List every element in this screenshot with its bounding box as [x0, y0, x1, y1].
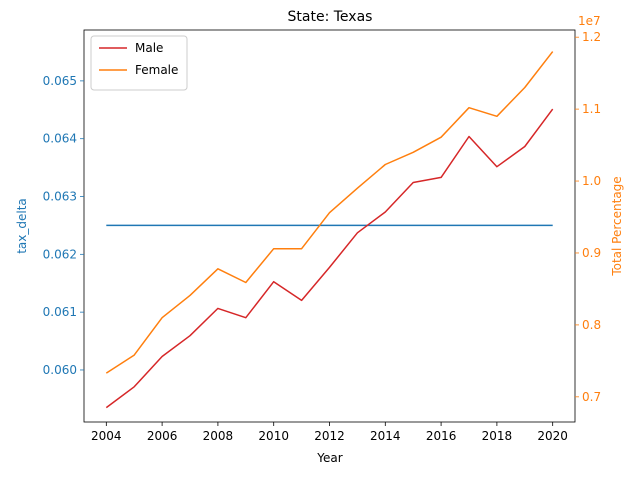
x-tick-label: 2014	[370, 429, 401, 443]
x-tick-label: 2008	[203, 429, 234, 443]
legend-label-female: Female	[135, 63, 178, 77]
left-y-tick-label: 0.064	[43, 132, 77, 146]
right-axis-offset-text: 1e7	[578, 14, 601, 28]
right-axis-label: Total Percentage	[610, 176, 624, 276]
left-axis-label: tax_delta	[15, 198, 29, 254]
right-y-tick-label: 0.7	[582, 390, 601, 404]
right-y-tick-label: 1.0	[582, 174, 601, 188]
plot-area: 2004 2006 2008 2010 2012 2014 2016 2018 2020 0.06…	[43, 29, 601, 443]
right-y-tick-label: 1.1	[582, 102, 601, 116]
left-y-tick-label: 0.065	[43, 74, 77, 88]
x-tick-label: 2020	[537, 429, 568, 443]
x-axis-label: Year	[316, 451, 342, 465]
right-y-tick-label: 1.2	[582, 30, 601, 44]
left-y-tick-label: 0.063	[43, 190, 77, 204]
legend-box	[90, 35, 188, 91]
right-y-tick-label: 0.9	[582, 246, 601, 260]
right-y-tick-label: 0.8	[582, 318, 601, 332]
series-line-female	[105, 51, 554, 374]
chart-title: State: Texas	[288, 9, 373, 25]
x-tick-label: 2006	[147, 429, 178, 443]
left-y-tick-label: 0.060	[43, 363, 77, 377]
series-line-male	[105, 108, 554, 409]
legend-label-male: Male	[135, 41, 163, 55]
x-tick-label: 2018	[482, 429, 513, 443]
x-tick-label: 2012	[314, 429, 345, 443]
x-tick-label: 2016	[426, 429, 457, 443]
x-tick-label: 2004	[91, 429, 122, 443]
x-tick-label: 2010	[258, 429, 289, 443]
left-y-tick-label: 0.062	[43, 247, 77, 261]
left-y-tick-label: 0.061	[43, 305, 77, 319]
